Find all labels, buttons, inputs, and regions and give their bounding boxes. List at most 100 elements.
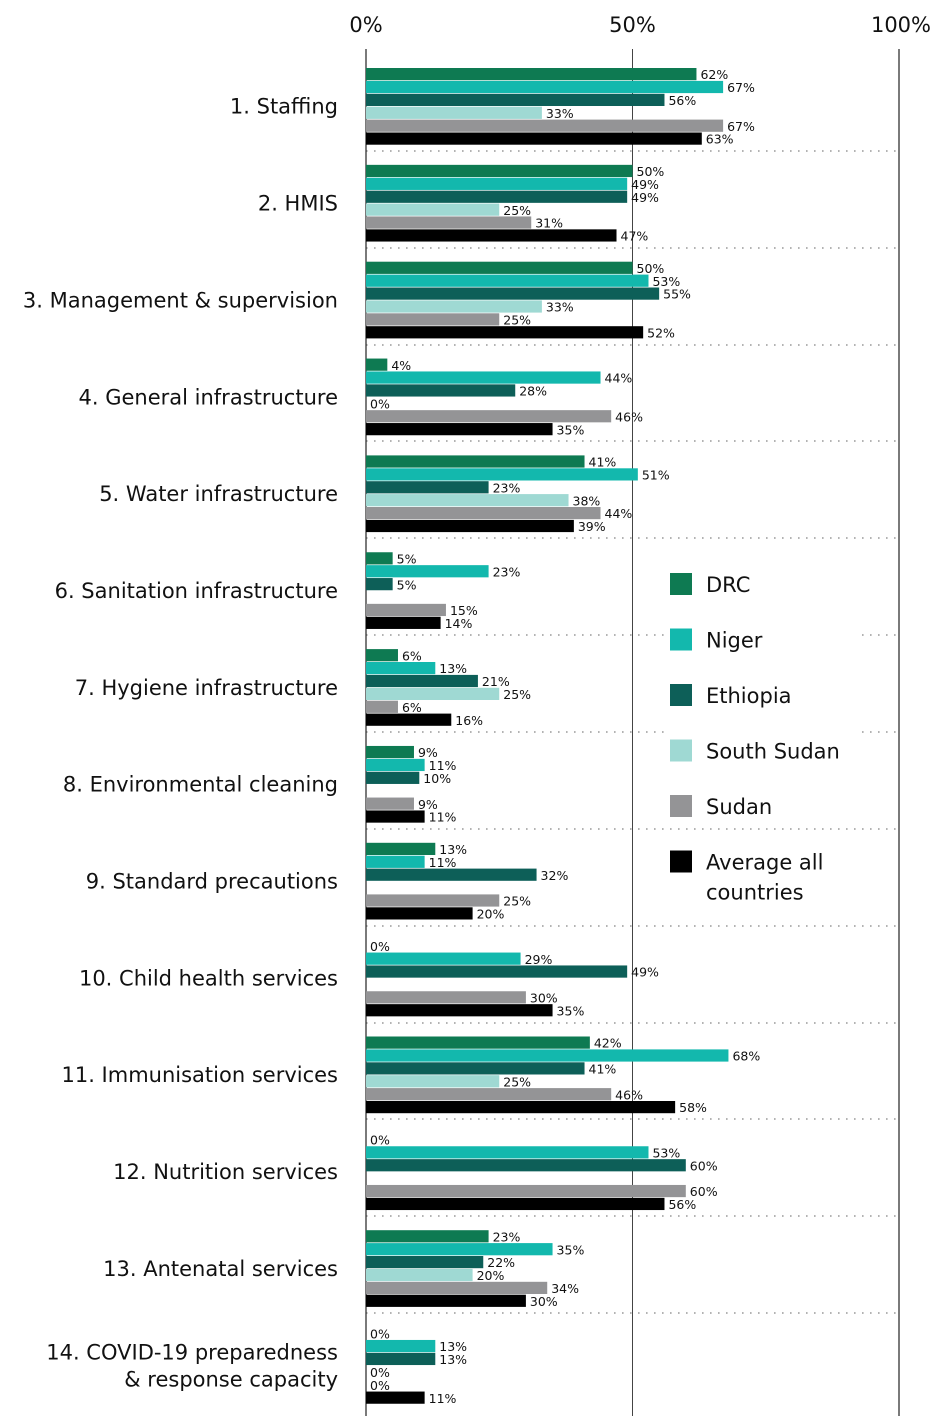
data-label: 0% xyxy=(370,1378,390,1393)
data-label: 31% xyxy=(535,216,563,231)
data-label: 23% xyxy=(493,1229,521,1244)
bar xyxy=(366,468,638,481)
category-label: 3. Management & supervision xyxy=(23,288,338,312)
bar xyxy=(366,384,516,397)
bar xyxy=(366,662,436,675)
legend-bg xyxy=(668,564,856,604)
data-label: 23% xyxy=(493,564,521,579)
data-label: 5% xyxy=(397,551,417,566)
bar xyxy=(366,713,452,726)
data-label: 63% xyxy=(706,132,734,147)
bar xyxy=(366,1036,590,1049)
data-label: 25% xyxy=(503,203,531,218)
category-label: 9. Standard precautions xyxy=(86,870,338,894)
category-label: 8. Environmental cleaning xyxy=(63,773,338,797)
bar xyxy=(366,164,633,178)
legend-swatch xyxy=(670,850,692,873)
data-label: 58% xyxy=(679,1100,707,1115)
category-label: 6. Sanitation infrastructure xyxy=(55,579,338,603)
legend-swatch xyxy=(670,739,692,762)
data-label: 13% xyxy=(439,842,467,857)
data-label: 13% xyxy=(439,661,467,676)
bar xyxy=(366,965,628,978)
data-label: 16% xyxy=(455,713,483,728)
category-label: 14. COVID-19 preparedness xyxy=(46,1340,338,1364)
legend-swatch xyxy=(670,628,692,651)
data-label: 25% xyxy=(503,1074,531,1089)
bar xyxy=(366,507,601,520)
bar xyxy=(366,106,542,119)
data-label: 53% xyxy=(652,274,680,289)
data-label: 35% xyxy=(557,1242,585,1257)
data-label: 0% xyxy=(370,1365,390,1380)
bar xyxy=(366,1268,473,1282)
category-label: & response capacity xyxy=(124,1367,338,1391)
data-label: 50% xyxy=(637,164,665,179)
data-label: 25% xyxy=(503,313,531,328)
bar xyxy=(366,1004,553,1017)
bar xyxy=(366,274,649,287)
data-label: 33% xyxy=(546,300,574,315)
category-label: 2. HMIS xyxy=(258,192,338,216)
data-label: 35% xyxy=(557,422,585,437)
x-tick-label: 0% xyxy=(349,13,382,37)
data-label: 47% xyxy=(621,229,649,244)
data-label: 10% xyxy=(423,771,451,786)
data-label: 28% xyxy=(519,384,547,399)
data-label: 9% xyxy=(418,745,438,760)
data-label: 56% xyxy=(668,1197,696,1212)
data-label: 25% xyxy=(503,894,531,909)
bar xyxy=(366,287,660,300)
data-label: 33% xyxy=(546,106,574,121)
bar xyxy=(366,1062,585,1075)
data-label: 22% xyxy=(487,1255,515,1270)
category-label: 11. Immunisation services xyxy=(61,1063,338,1087)
bar xyxy=(366,907,473,920)
data-label: 49% xyxy=(631,190,659,205)
bar xyxy=(366,616,441,629)
bar xyxy=(366,758,425,772)
data-label: 49% xyxy=(631,965,659,980)
bar xyxy=(366,687,500,700)
bar xyxy=(366,868,537,881)
bar xyxy=(366,300,542,313)
legend-label: Sudan xyxy=(706,795,772,819)
data-label: 30% xyxy=(530,1294,558,1309)
bar xyxy=(366,894,500,907)
bar xyxy=(366,313,500,326)
bar xyxy=(366,203,500,216)
bar xyxy=(366,991,526,1004)
data-label: 0% xyxy=(370,939,390,954)
bar xyxy=(366,1339,436,1353)
bar xyxy=(366,603,446,617)
bar xyxy=(366,68,697,81)
legend-swatch xyxy=(670,795,692,817)
data-label: 60% xyxy=(690,1184,718,1199)
data-label: 11% xyxy=(429,855,457,870)
data-label: 46% xyxy=(615,409,643,424)
legend-bg xyxy=(668,619,856,660)
data-label: 4% xyxy=(391,358,411,373)
data-label: 35% xyxy=(557,1003,585,1018)
bar xyxy=(366,1075,500,1088)
data-label: 52% xyxy=(647,325,675,340)
category-label: 13. Antenatal services xyxy=(103,1257,338,1281)
category-label: 10. Child health services xyxy=(79,966,338,990)
bar xyxy=(366,1352,436,1366)
bar xyxy=(366,797,414,810)
bar xyxy=(366,952,521,965)
data-label: 14% xyxy=(445,616,473,631)
bar xyxy=(366,565,489,578)
bar xyxy=(366,455,585,468)
data-label: 0% xyxy=(370,396,390,411)
data-label: 9% xyxy=(418,797,438,812)
data-label: 34% xyxy=(551,1281,579,1296)
data-label: 13% xyxy=(439,1339,467,1354)
legend-label: Ethiopia xyxy=(706,684,792,708)
bar xyxy=(366,674,478,688)
data-label: 23% xyxy=(493,480,521,495)
bar xyxy=(366,119,724,132)
data-label: 6% xyxy=(402,700,422,715)
legend-swatch xyxy=(670,684,692,706)
